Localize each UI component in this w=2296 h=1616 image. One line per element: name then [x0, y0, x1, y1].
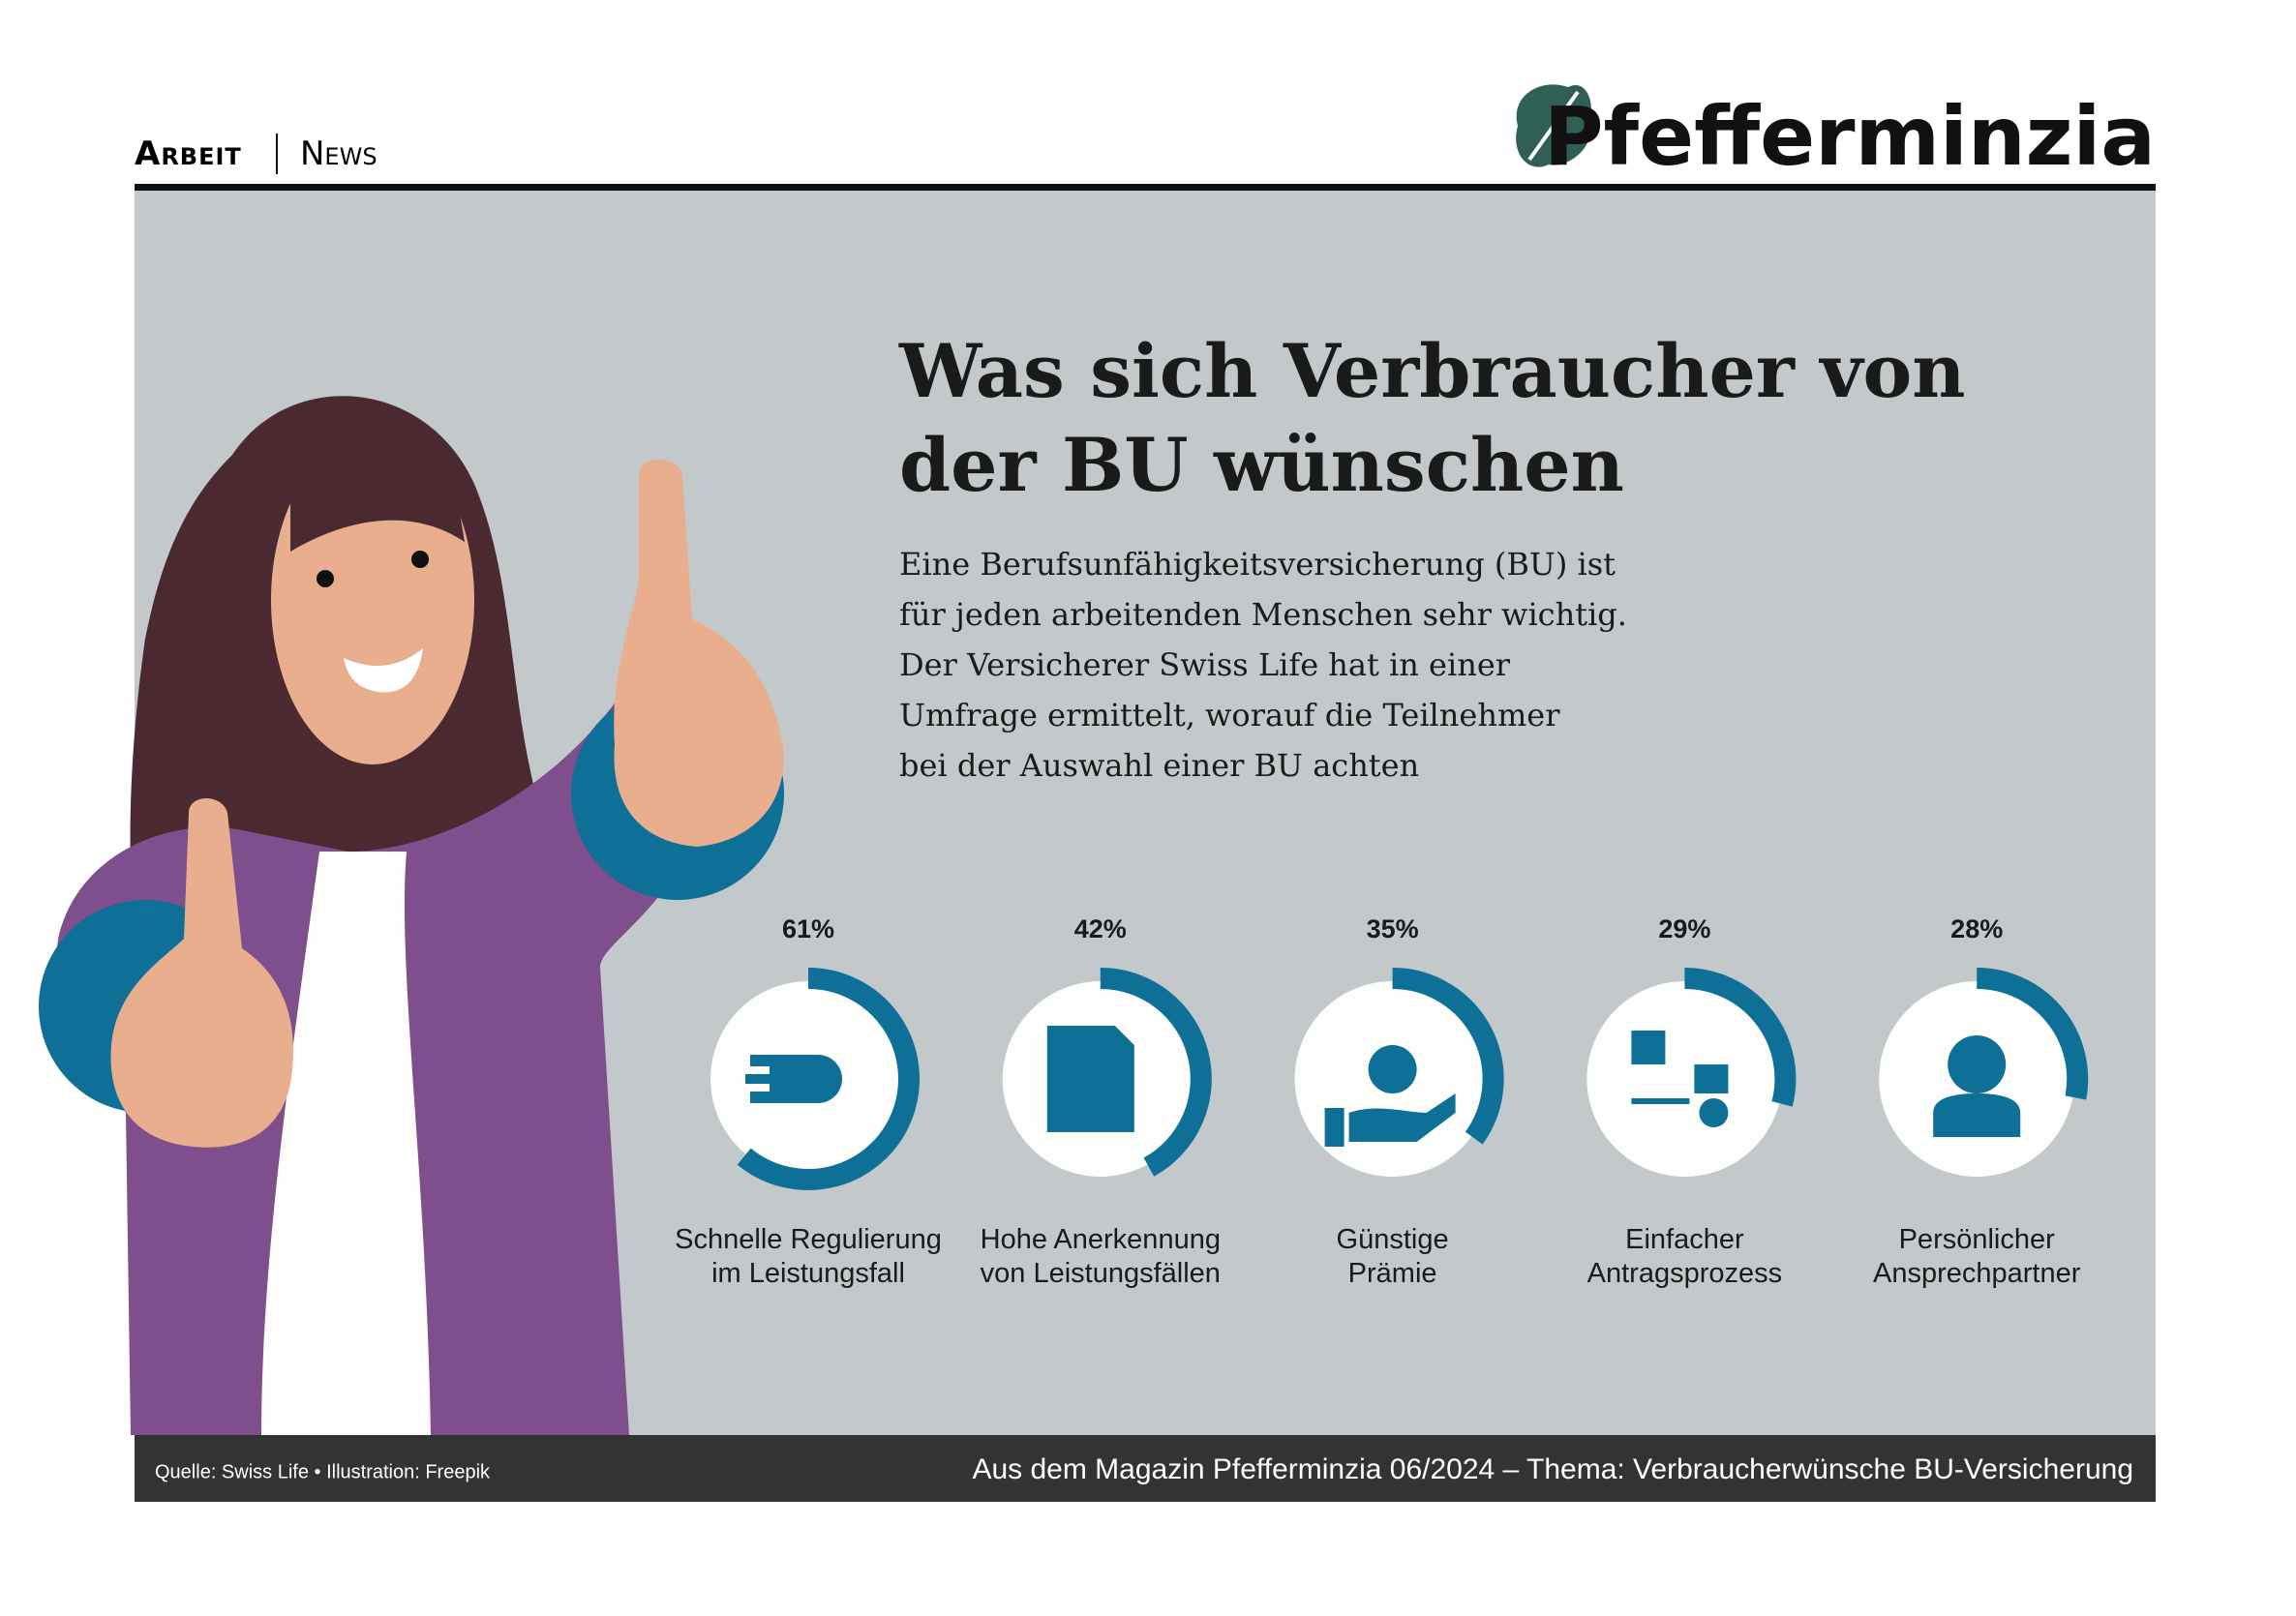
footer-source: Quelle: Swiss Life • Illustration: Freep…	[155, 1461, 491, 1482]
category-label: Schnelle Regulierung im Leistungsfall	[675, 1224, 942, 1289]
donut-disk	[1586, 981, 1783, 1177]
value-label: 29%	[1658, 914, 1710, 943]
section-label: Arbeit	[135, 135, 242, 173]
donut-arc	[1100, 968, 1212, 1177]
donut-arc	[1392, 968, 1504, 1145]
brand-logo: Pfefferminzia	[1544, 89, 2156, 184]
footer-magazine: Aus dem Magazin Pfefferminzia 06/2024 – …	[972, 1453, 2133, 1485]
category-label: Günstige Prämie	[1336, 1224, 1449, 1289]
chart-subtitle: für jeden arbeitenden Menschen sehr wich…	[899, 596, 1627, 633]
chart-title: der BU wünschen	[899, 422, 1624, 508]
icon	[1324, 1045, 1456, 1147]
icon	[1631, 1031, 1729, 1128]
chart-subtitle: Der Versicherer Swiss Life hat in einer	[899, 646, 1511, 683]
icon	[745, 1055, 842, 1103]
value-label: 61%	[782, 914, 834, 943]
chart-subtitle: bei der Auswahl einer BU achten	[899, 747, 1419, 784]
category-label: Hohe Anerkennung von Leistungsfällen	[980, 1224, 1221, 1289]
illustration	[39, 396, 784, 1435]
value-label: 42%	[1074, 914, 1127, 943]
header-rule	[135, 184, 2156, 191]
chart-title: Was sich Verbraucher von	[898, 328, 1965, 414]
category-label: Persönlicher Ansprechpartner	[1872, 1224, 2081, 1289]
footer-bar	[135, 1435, 2156, 1502]
chart-subtitle: Eine Berufsunfähigkeitsversicherung (BU)…	[899, 546, 1616, 583]
subsection-label: News	[300, 135, 378, 173]
brand-leaf	[1516, 84, 1591, 167]
category-label: Einfacher Antragsprozess	[1586, 1224, 1783, 1289]
value-label: 28%	[1950, 914, 2003, 943]
donut-arc	[1976, 968, 2089, 1100]
chart-subtitle: Umfrage ermittelt, worauf die Teilnehmer	[899, 697, 1560, 733]
icon	[1933, 1035, 2021, 1137]
donut-arc	[737, 968, 920, 1190]
icon	[1046, 1026, 1134, 1132]
donut-arc	[1684, 968, 1797, 1107]
value-label: 35%	[1367, 914, 1419, 943]
